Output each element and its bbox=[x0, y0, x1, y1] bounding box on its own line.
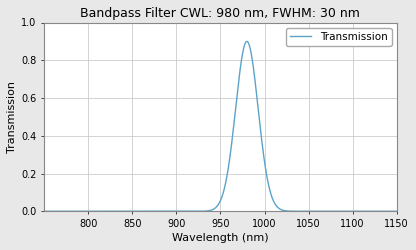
Y-axis label: Transmission: Transmission bbox=[7, 81, 17, 153]
Line: Transmission: Transmission bbox=[44, 42, 397, 211]
Transmission bbox=[103, 210, 108, 213]
Transmission bbox=[387, 210, 392, 213]
Legend: Transmission: Transmission bbox=[286, 28, 391, 46]
Transmission bbox=[192, 210, 197, 213]
Title: Bandpass Filter CWL: 980 nm, FWHM: 30 nm: Bandpass Filter CWL: 980 nm, FWHM: 30 nm bbox=[81, 7, 360, 20]
Transmission bbox=[177, 210, 182, 213]
Transmission bbox=[349, 210, 354, 213]
Transmission bbox=[82, 210, 87, 213]
Transmission bbox=[244, 40, 249, 43]
Transmission bbox=[42, 210, 47, 213]
X-axis label: Wavelength (nm): Wavelength (nm) bbox=[172, 233, 269, 243]
Transmission bbox=[394, 210, 399, 213]
